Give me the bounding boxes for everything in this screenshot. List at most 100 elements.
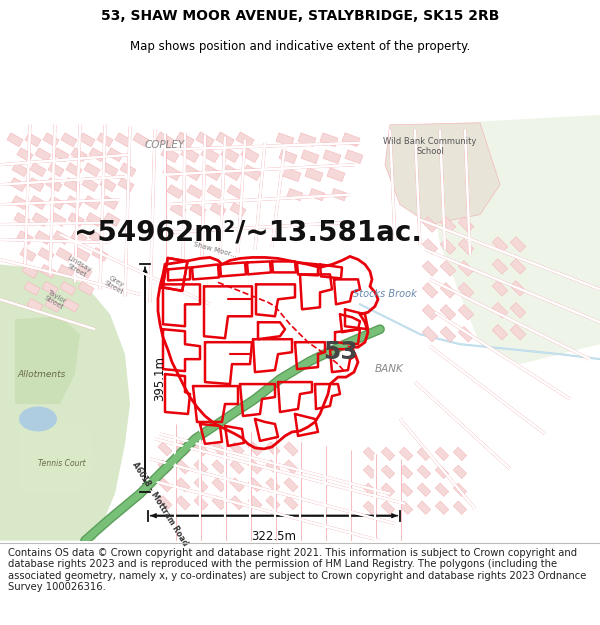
Polygon shape [363, 483, 377, 496]
Polygon shape [89, 148, 105, 162]
Polygon shape [301, 150, 319, 164]
Polygon shape [458, 261, 474, 276]
Polygon shape [417, 483, 431, 496]
Polygon shape [61, 133, 77, 147]
Text: Taylor
Street: Taylor Street [43, 288, 67, 310]
Polygon shape [35, 231, 51, 244]
Polygon shape [320, 133, 338, 147]
Polygon shape [89, 231, 105, 244]
Polygon shape [230, 442, 244, 456]
Polygon shape [212, 442, 226, 456]
Polygon shape [266, 496, 280, 510]
Polygon shape [492, 237, 508, 252]
Polygon shape [323, 150, 341, 164]
Polygon shape [440, 239, 456, 254]
Polygon shape [422, 282, 438, 298]
Polygon shape [236, 132, 254, 148]
Polygon shape [363, 465, 377, 479]
Text: Lindsay
Street: Lindsay Street [63, 255, 93, 280]
Polygon shape [399, 501, 413, 514]
Polygon shape [194, 478, 208, 492]
Polygon shape [35, 148, 51, 162]
Polygon shape [60, 281, 76, 295]
Polygon shape [22, 264, 38, 278]
Polygon shape [440, 326, 456, 342]
Polygon shape [458, 304, 474, 320]
Polygon shape [7, 133, 23, 147]
Polygon shape [104, 213, 120, 226]
Polygon shape [14, 213, 30, 226]
Text: COPLEY: COPLEY [145, 140, 185, 150]
Polygon shape [399, 465, 413, 479]
Polygon shape [56, 248, 72, 261]
Polygon shape [327, 168, 345, 182]
Polygon shape [417, 465, 431, 479]
Polygon shape [183, 165, 201, 181]
Polygon shape [266, 442, 280, 456]
Text: 395.1m: 395.1m [153, 356, 166, 401]
Polygon shape [298, 133, 316, 147]
Polygon shape [248, 442, 262, 456]
Polygon shape [417, 501, 431, 514]
Polygon shape [345, 150, 363, 164]
Polygon shape [248, 460, 262, 474]
Polygon shape [227, 185, 243, 199]
Polygon shape [30, 196, 46, 209]
Polygon shape [458, 326, 474, 342]
Polygon shape [458, 282, 474, 298]
Text: 53, SHAW MOOR AVENUE, STALYBRIDGE, SK15 2RB: 53, SHAW MOOR AVENUE, STALYBRIDGE, SK15 … [101, 9, 499, 23]
Polygon shape [58, 264, 74, 278]
Polygon shape [48, 162, 64, 177]
Polygon shape [216, 132, 234, 148]
Text: Stocks Brook: Stocks Brook [353, 289, 417, 299]
Polygon shape [118, 177, 134, 192]
Polygon shape [156, 132, 174, 148]
Text: Allotments: Allotments [18, 369, 66, 379]
Polygon shape [64, 177, 80, 192]
Polygon shape [284, 442, 298, 456]
Polygon shape [176, 442, 190, 456]
Text: Tennis Court: Tennis Court [38, 459, 86, 468]
Polygon shape [176, 460, 190, 474]
Polygon shape [82, 177, 98, 192]
Polygon shape [100, 177, 116, 192]
Polygon shape [381, 447, 395, 461]
Polygon shape [170, 202, 186, 216]
Polygon shape [28, 177, 44, 192]
Polygon shape [453, 465, 467, 479]
Polygon shape [20, 248, 36, 261]
Polygon shape [45, 298, 61, 312]
Polygon shape [63, 298, 79, 312]
Polygon shape [417, 447, 431, 461]
Polygon shape [0, 264, 130, 541]
Polygon shape [46, 177, 62, 192]
Polygon shape [212, 496, 226, 510]
Polygon shape [492, 302, 508, 318]
Polygon shape [266, 460, 280, 474]
Text: Grey
Street: Grey Street [103, 274, 127, 295]
Text: Wild Bank Community
School: Wild Bank Community School [383, 137, 476, 156]
Polygon shape [305, 168, 323, 182]
Polygon shape [17, 148, 33, 162]
Polygon shape [422, 304, 438, 320]
Polygon shape [241, 147, 259, 162]
Ellipse shape [19, 406, 57, 431]
Polygon shape [12, 162, 28, 177]
Polygon shape [102, 162, 118, 177]
Polygon shape [42, 281, 58, 295]
Polygon shape [10, 177, 26, 192]
Text: Contains OS data © Crown copyright and database right 2021. This information is : Contains OS data © Crown copyright and d… [8, 548, 586, 592]
Polygon shape [107, 148, 123, 162]
Polygon shape [492, 324, 508, 340]
Polygon shape [187, 185, 203, 199]
Polygon shape [30, 162, 46, 177]
Polygon shape [25, 133, 41, 147]
Text: Shaw Moor...: Shaw Moor... [193, 241, 238, 258]
Polygon shape [435, 465, 449, 479]
Polygon shape [422, 239, 438, 254]
Polygon shape [453, 447, 467, 461]
Polygon shape [248, 478, 262, 492]
Polygon shape [50, 213, 66, 226]
Polygon shape [492, 281, 508, 296]
Polygon shape [84, 162, 100, 177]
